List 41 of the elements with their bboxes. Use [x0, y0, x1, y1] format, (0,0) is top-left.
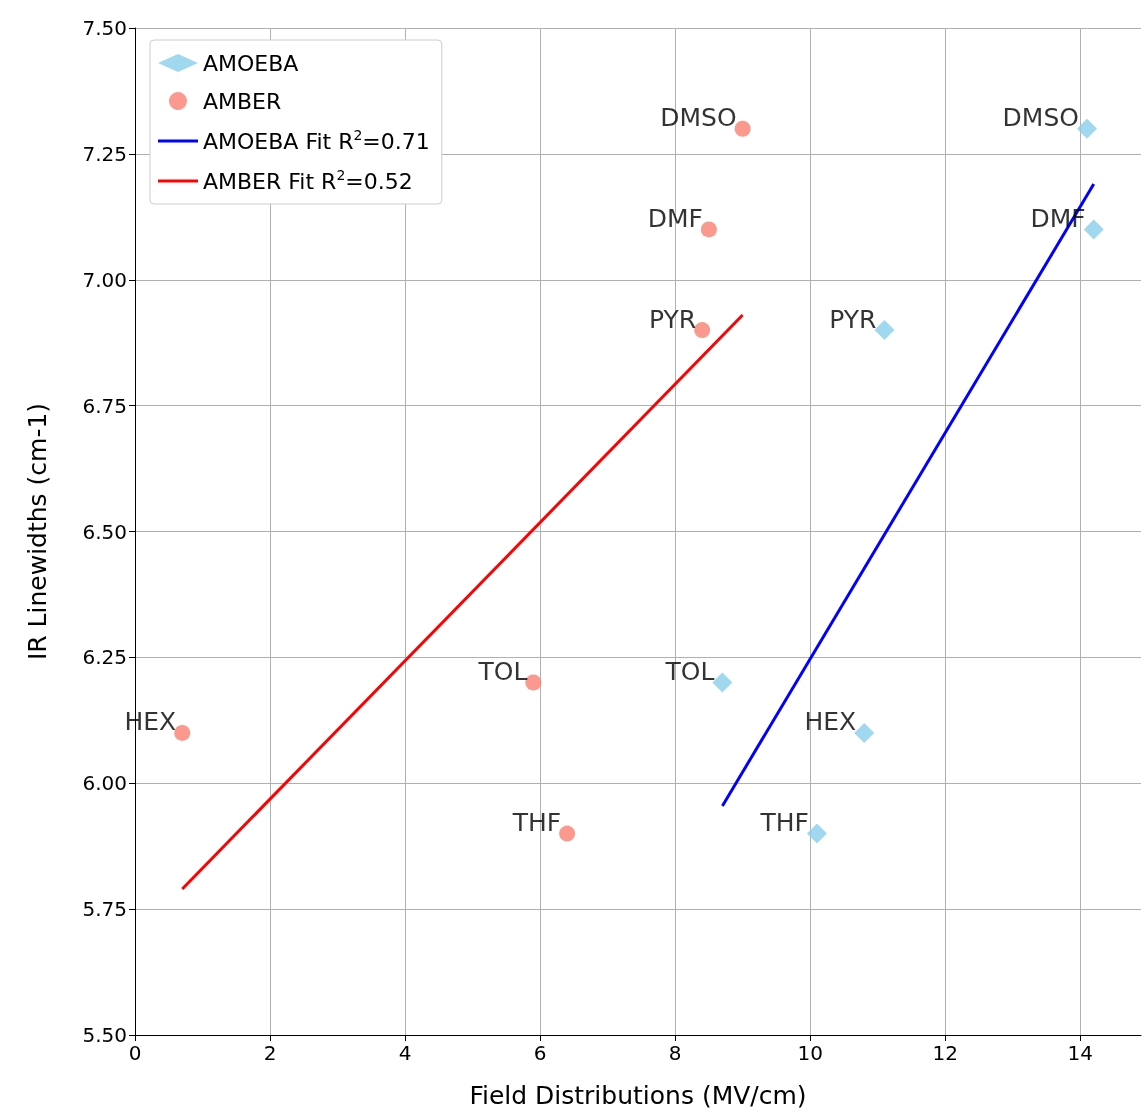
point [1076, 118, 1097, 139]
x-tick-label: 14 [1067, 1041, 1093, 1065]
x-tick-label: 10 [797, 1041, 823, 1065]
y-tick-label: 6.50 [82, 519, 127, 544]
data-label: THF [511, 808, 562, 838]
y-tick-label: 7.25 [82, 141, 127, 166]
y-tick-label: 5.50 [82, 1023, 127, 1047]
data-label: DMSO [1002, 103, 1079, 133]
legend-label: AMOEBA [203, 50, 299, 76]
point [1083, 219, 1104, 240]
point [559, 825, 576, 842]
point [174, 724, 191, 741]
point [734, 120, 751, 137]
point [694, 322, 711, 339]
y-tick-label: 6.00 [82, 771, 127, 796]
x-tick-label: 8 [668, 1041, 682, 1065]
data-label: DMSO [660, 103, 737, 133]
x-axis-title: Field Distributions (MV/cm) [469, 1081, 807, 1110]
y-tick-label: 7.50 [82, 16, 127, 40]
data-label: THF [759, 808, 809, 838]
x-tick-label: 12 [932, 1041, 958, 1065]
point [854, 722, 875, 743]
x-tick-label: 0 [128, 1041, 142, 1065]
y-tick-label: 5.75 [82, 897, 127, 922]
point [700, 221, 717, 238]
data-label: TOL [477, 657, 528, 687]
x-tick-label: 6 [533, 1041, 547, 1065]
y-tick-label: 6.25 [82, 645, 127, 670]
point [874, 320, 895, 341]
data-label: PYR [648, 304, 697, 334]
data-label: PYR [829, 304, 877, 334]
point [806, 823, 827, 844]
y-tick-label: 6.75 [82, 393, 127, 418]
legend-label: AMBER [203, 88, 282, 114]
data-label: TOL [664, 657, 715, 687]
data-label: HEX [804, 707, 857, 737]
x-tick-label: 4 [398, 1041, 412, 1065]
x-tick-label: 2 [263, 1041, 277, 1065]
y-tick-label: 7.00 [82, 267, 127, 292]
data-label: DMF [647, 203, 703, 233]
y-axis-title: IR Linewidths (cm-1) [23, 402, 52, 661]
